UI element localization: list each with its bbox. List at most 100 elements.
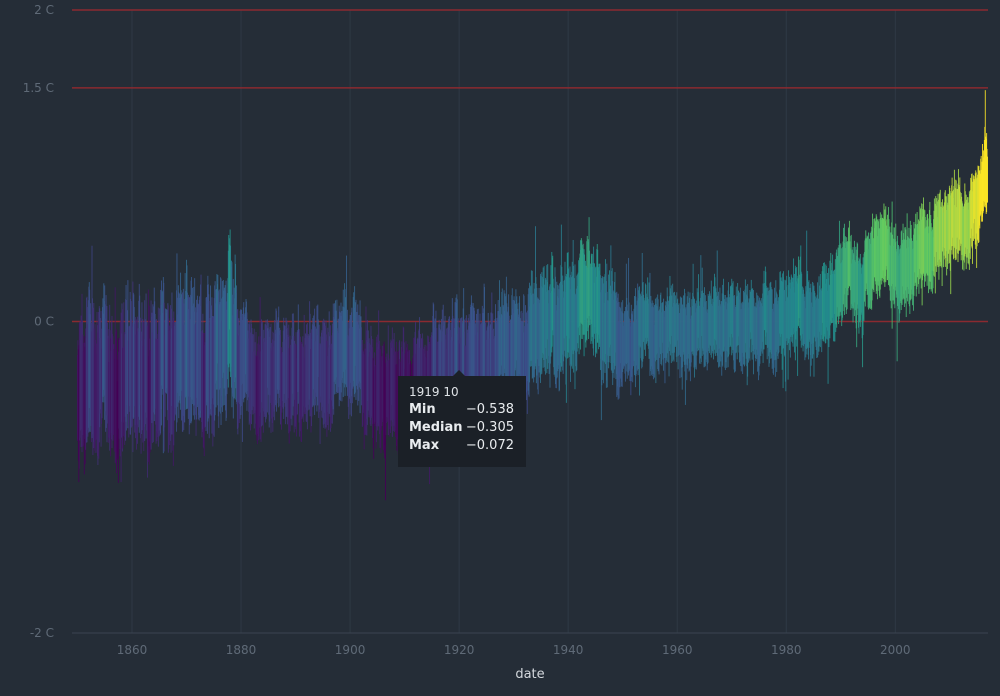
data-bar[interactable] [333, 319, 335, 382]
data-bar[interactable] [644, 302, 645, 350]
data-bar[interactable] [727, 290, 729, 368]
data-bar[interactable] [807, 281, 809, 355]
data-bar[interactable] [389, 358, 391, 430]
data-bar[interactable] [138, 300, 140, 417]
data-bar[interactable] [914, 224, 916, 283]
data-bar[interactable] [532, 293, 534, 378]
data-bar[interactable] [896, 241, 898, 362]
data-bar[interactable] [266, 319, 268, 413]
data-bar[interactable] [835, 252, 837, 325]
data-bar[interactable] [246, 312, 248, 411]
data-bar[interactable] [325, 334, 327, 423]
data-bar[interactable] [690, 318, 692, 367]
data-bar[interactable] [355, 299, 357, 400]
data-bar[interactable] [231, 294, 233, 397]
data-bar[interactable] [270, 347, 272, 403]
data-bar[interactable] [774, 299, 776, 368]
data-bar[interactable] [509, 328, 511, 398]
data-bar[interactable] [235, 263, 237, 378]
data-bar[interactable] [866, 235, 868, 295]
data-bar[interactable] [250, 339, 252, 431]
data-bar[interactable] [79, 340, 81, 438]
data-bar[interactable] [166, 309, 167, 394]
data-bar[interactable] [328, 311, 330, 414]
data-bar[interactable] [197, 305, 199, 420]
data-bar[interactable] [696, 308, 698, 356]
data-bar[interactable] [454, 302, 456, 412]
data-bar[interactable] [946, 196, 948, 276]
data-bar[interactable] [182, 297, 184, 432]
data-bar[interactable] [129, 291, 131, 435]
data-bar[interactable] [314, 341, 316, 397]
data-bar[interactable] [725, 301, 727, 363]
data-bar[interactable] [771, 289, 773, 369]
data-bar[interactable] [686, 304, 688, 381]
data-bar[interactable] [218, 292, 220, 428]
data-bar[interactable] [918, 221, 920, 269]
data-bar[interactable] [719, 304, 721, 355]
data-bar[interactable] [574, 292, 575, 349]
data-bar[interactable] [922, 209, 924, 281]
data-bar[interactable] [249, 324, 251, 422]
data-bar[interactable] [94, 324, 96, 453]
data-bar[interactable] [382, 345, 384, 422]
data-bar[interactable] [481, 323, 483, 401]
data-bar[interactable] [269, 329, 271, 422]
data-bar[interactable] [789, 282, 791, 339]
data-bar[interactable] [414, 331, 416, 418]
data-bar[interactable] [497, 311, 499, 418]
data-bar[interactable] [913, 222, 915, 296]
data-bar[interactable] [914, 228, 916, 273]
data-bar[interactable] [641, 252, 643, 367]
data-bar[interactable] [721, 301, 723, 376]
data-bar[interactable] [962, 206, 964, 261]
data-bar[interactable] [844, 236, 846, 308]
data-bar[interactable] [817, 282, 819, 358]
data-bar[interactable] [130, 298, 132, 435]
data-bar[interactable] [198, 303, 200, 415]
data-bar[interactable] [630, 319, 632, 396]
data-bar[interactable] [516, 296, 518, 384]
data-bar[interactable] [925, 228, 927, 276]
data-bar[interactable] [298, 332, 300, 423]
data-bar[interactable] [208, 294, 210, 419]
data-bar[interactable] [923, 228, 925, 287]
data-bar[interactable] [253, 328, 255, 429]
data-bar[interactable] [375, 336, 377, 443]
data-bar[interactable] [331, 323, 333, 424]
data-bar[interactable] [796, 266, 798, 347]
data-bar[interactable] [489, 321, 491, 431]
data-bar[interactable] [418, 330, 420, 417]
data-bar[interactable] [243, 317, 245, 399]
data-bar[interactable] [194, 324, 196, 409]
data-bar[interactable] [492, 338, 494, 399]
data-bar[interactable] [487, 312, 489, 390]
data-bar[interactable] [737, 290, 739, 337]
data-bar[interactable] [818, 285, 820, 332]
data-bar[interactable] [728, 294, 730, 355]
data-bar[interactable] [478, 320, 480, 428]
data-bar[interactable] [787, 285, 789, 380]
data-bar[interactable] [210, 285, 212, 410]
data-bar[interactable] [362, 351, 364, 413]
data-bar[interactable] [229, 244, 231, 330]
data-bar[interactable] [213, 316, 215, 405]
data-bar[interactable] [130, 301, 132, 428]
data-bar[interactable] [884, 209, 886, 287]
data-bar[interactable] [674, 299, 676, 347]
data-bar[interactable] [256, 355, 258, 441]
data-bar[interactable] [805, 291, 807, 355]
data-bar[interactable] [196, 312, 198, 398]
data-bar[interactable] [287, 336, 289, 399]
data-bar[interactable] [754, 307, 756, 359]
data-bar[interactable] [928, 233, 930, 276]
data-bar[interactable] [931, 227, 933, 271]
data-bar[interactable] [908, 237, 909, 290]
data-bar[interactable] [900, 245, 902, 301]
data-bar[interactable] [760, 300, 762, 357]
data-bar[interactable] [857, 243, 859, 305]
data-bar[interactable] [780, 277, 782, 337]
data-bar[interactable] [240, 309, 242, 408]
data-bar[interactable] [589, 250, 590, 326]
data-bar[interactable] [668, 300, 670, 377]
